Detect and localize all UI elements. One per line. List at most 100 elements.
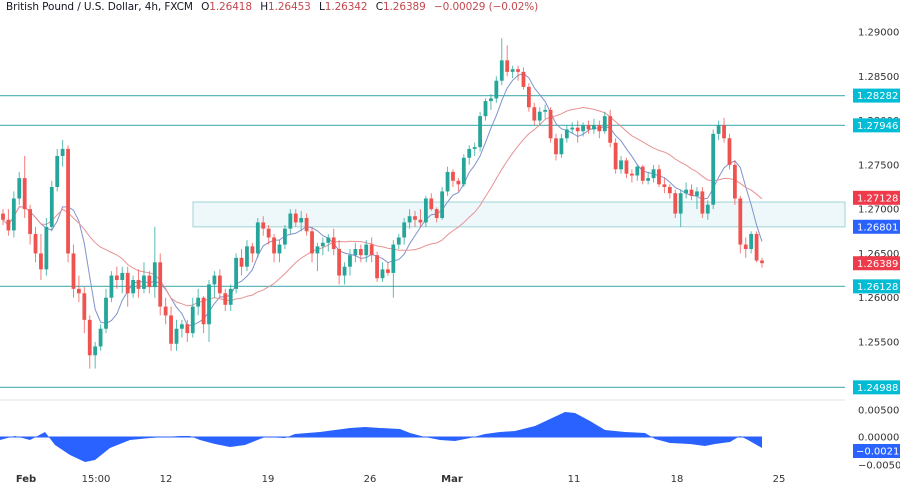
candle (592, 124, 596, 130)
candle (22, 178, 27, 210)
candle (223, 293, 228, 305)
candle (358, 248, 363, 256)
candle (163, 306, 168, 316)
ma-slow-line (2, 106, 763, 307)
x-tick-label: Mar (441, 474, 463, 485)
price-tag (853, 256, 900, 271)
oscillator-axis: 0.00500 0.00000 −0.00500 −0.00216 (853, 406, 900, 472)
candle (375, 255, 379, 279)
candle (716, 124, 721, 134)
price-tag-text: 1.24988 (857, 383, 898, 394)
x-tick-label: 15:00 (82, 474, 111, 485)
candle (532, 107, 537, 121)
candle (33, 233, 38, 254)
change-value: −0.00029 (−0.02%) (433, 1, 539, 13)
candle (396, 237, 401, 245)
price-tag-text: 1.26389 (857, 259, 898, 270)
candle (456, 180, 461, 185)
candle (461, 157, 466, 185)
candle (169, 315, 173, 344)
low-label: L (319, 1, 325, 13)
candle (353, 248, 358, 256)
candle (49, 186, 54, 227)
candle (228, 288, 233, 305)
price-tag (853, 380, 900, 395)
time-axis[interactable]: Feb 15:00 12 19 26 Mar 11 18 25 (16, 474, 786, 485)
candle (250, 246, 255, 254)
price-tag-text: 1.27128 (857, 193, 898, 204)
open-label: O (201, 1, 210, 13)
price-tag (853, 190, 900, 205)
candle (581, 124, 585, 132)
candle (418, 219, 423, 223)
candle (77, 288, 81, 294)
price-axis[interactable]: 1.290001.285001.280001.275001.270001.265… (858, 28, 899, 349)
candle (180, 324, 184, 329)
candle (629, 173, 634, 176)
candle (722, 124, 726, 139)
candle (320, 242, 325, 247)
candle (749, 233, 754, 249)
candle (158, 262, 163, 307)
candle (337, 248, 342, 276)
candle (548, 109, 553, 139)
candle (472, 147, 477, 149)
candle (391, 244, 396, 273)
candle (657, 169, 661, 185)
candle (6, 219, 11, 231)
candle (217, 275, 222, 294)
x-tick-label: 18 (671, 474, 684, 485)
candle (651, 169, 656, 179)
candle (331, 237, 336, 249)
price-tag-text: 1.27946 (857, 121, 898, 132)
candle (732, 164, 737, 199)
candle (564, 129, 569, 139)
close-label: C (375, 1, 383, 13)
candle (152, 262, 157, 288)
price-tag (853, 219, 900, 234)
price-tag-text: 1.28282 (857, 91, 898, 102)
candle (114, 275, 119, 280)
candle (147, 275, 152, 288)
candle (174, 328, 179, 344)
candle (288, 213, 293, 229)
candle (467, 148, 472, 158)
candle (82, 293, 87, 320)
candle (277, 244, 282, 254)
candle (136, 279, 141, 289)
candle (272, 237, 276, 254)
close-value: 1.26389 (382, 1, 426, 13)
x-tick-label: 26 (364, 474, 377, 485)
candle (299, 217, 304, 223)
candle (695, 191, 699, 196)
candle (342, 266, 347, 276)
candle (635, 166, 640, 176)
chart-header: British Pound / U.S. Dollar, 4h, FXCM O1… (6, 1, 538, 13)
candle (640, 166, 645, 181)
candle (239, 257, 244, 267)
candle (212, 275, 217, 285)
candle (109, 275, 114, 298)
candle (619, 160, 623, 170)
low-value: 1.26342 (324, 1, 368, 13)
candle (613, 142, 618, 170)
candle (142, 275, 146, 289)
price-tag (853, 279, 900, 294)
candle (190, 306, 195, 334)
high-value: 1.26453 (268, 1, 311, 13)
candle (364, 244, 369, 256)
candle (98, 328, 103, 347)
candle (234, 257, 239, 289)
candle (423, 198, 428, 223)
x-tick-label: 11 (568, 474, 581, 485)
candle (494, 80, 499, 99)
candle (678, 193, 683, 214)
candle (120, 272, 125, 280)
osc-tick-label: −0.00500 (858, 461, 900, 472)
candle (28, 209, 33, 234)
candle (516, 69, 520, 72)
candle (445, 171, 450, 192)
candle (293, 213, 298, 223)
candle (684, 189, 688, 194)
